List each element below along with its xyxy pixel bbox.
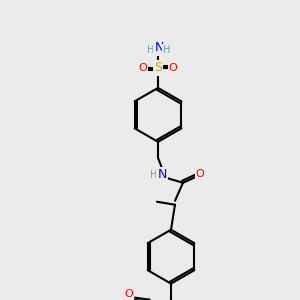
Text: O: O bbox=[196, 169, 204, 179]
Text: H: H bbox=[147, 45, 155, 55]
Text: H: H bbox=[163, 45, 171, 55]
Text: O: O bbox=[139, 63, 147, 73]
Text: H: H bbox=[150, 170, 158, 180]
Text: S: S bbox=[154, 61, 162, 74]
Text: N: N bbox=[157, 168, 167, 181]
Text: O: O bbox=[124, 289, 134, 298]
Text: N: N bbox=[154, 41, 164, 54]
Text: O: O bbox=[169, 63, 177, 73]
